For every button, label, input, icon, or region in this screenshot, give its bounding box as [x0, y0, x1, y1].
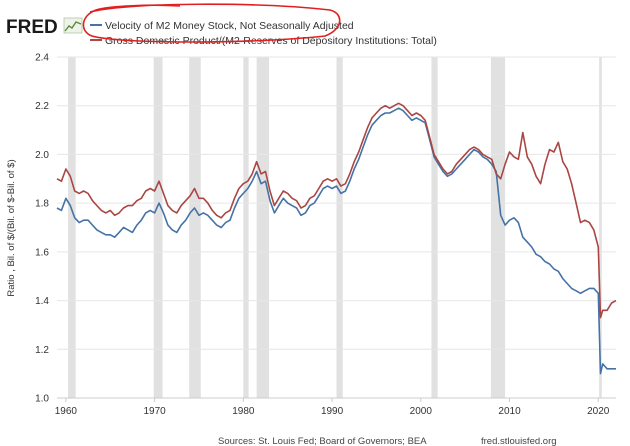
recession-band-7 [490, 57, 506, 398]
recession-band-1 [153, 57, 163, 398]
fred-logo-graph-icon [63, 17, 83, 34]
y-tick-label: 1.4 [35, 296, 49, 307]
y-tick-label: 1.8 [35, 199, 49, 210]
recession-band-8 [599, 57, 602, 398]
y-axis-ticks: 1.0 1.2 1.4 1.6 1.8 2.0 2.2 2.4 [35, 53, 49, 405]
legend-label-series-2: Gross Domestic Product/(M2-Reserves of D… [105, 35, 437, 47]
y-tick-label: 2.2 [35, 101, 49, 112]
recession-band-2 [189, 57, 201, 398]
x-axis-ticks: 1960 1970 1980 1990 2000 2010 2020 [55, 397, 616, 417]
red-circle-annotation [82, 3, 341, 43]
recession-band-4 [256, 57, 270, 398]
x-tick-label: 1980 [232, 406, 255, 417]
series-line-1[interactable] [56, 107, 616, 375]
x-tick-label: 2010 [498, 406, 521, 417]
footer-sources: Sources: St. Louis Fed; Board of Governo… [218, 436, 427, 446]
recession-band-3 [243, 57, 249, 398]
y-tick-label: 1.6 [35, 247, 49, 258]
y-tick-label: 2.0 [35, 150, 49, 161]
y-tick-label: 1.0 [35, 394, 49, 405]
x-tick-label: 1960 [55, 406, 78, 417]
x-tick-label: 2020 [587, 406, 610, 417]
y-axis-label: Ratio , Bil. of $/(Bil. of $-Bil. of $) [6, 159, 17, 296]
recession-band-6 [431, 57, 438, 398]
recession-band-0 [68, 57, 76, 398]
fred-logo[interactable]: FRED [6, 17, 58, 38]
legend-label-series-1: Velocity of M2 Money Stock, Not Seasonal… [105, 20, 354, 32]
x-tick-label: 1970 [143, 406, 166, 417]
x-tick-label: 2000 [410, 406, 433, 417]
x-tick-label: 1990 [321, 406, 344, 417]
y-tick-label: 1.2 [35, 345, 49, 356]
series-line-2[interactable] [56, 102, 617, 319]
recession-band-5 [336, 57, 343, 398]
y-tick-label: 2.4 [35, 53, 49, 64]
recession-shading [68, 57, 602, 398]
footer-site[interactable]: fred.stlouisfed.org [481, 436, 557, 446]
series-lines [56, 102, 617, 375]
legend: Velocity of M2 Money Stock, Not Seasonal… [90, 20, 437, 47]
